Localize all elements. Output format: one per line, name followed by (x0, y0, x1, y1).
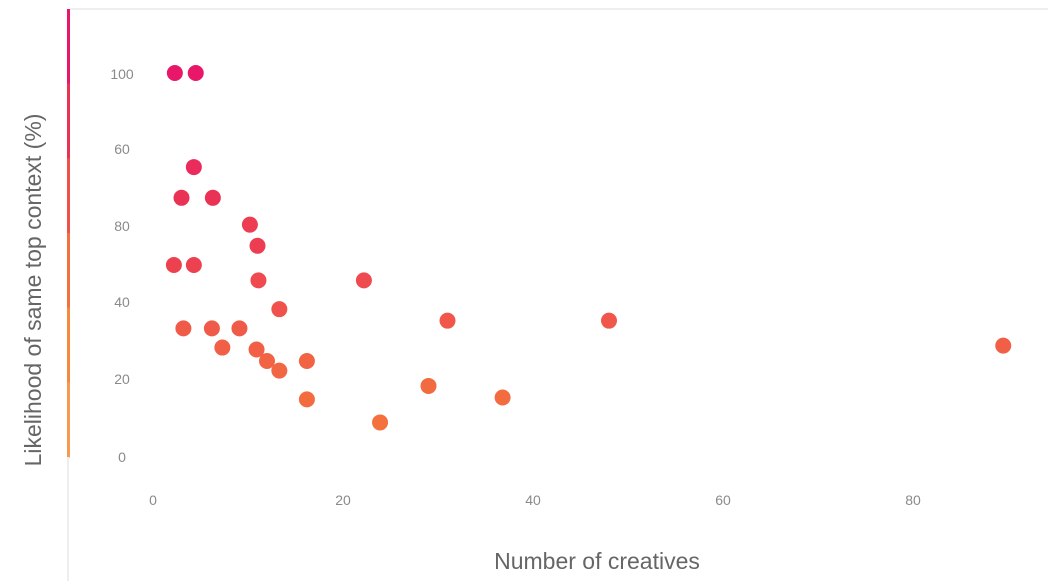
y-axis-title: Likelihood of same top context (%) (20, 114, 46, 467)
scatter-points (165, 65, 1012, 431)
y-tick-label: 40 (114, 294, 130, 310)
data-point (185, 257, 202, 273)
data-point (601, 312, 617, 329)
data-point (249, 237, 266, 254)
y-tick-label: 60 (114, 141, 130, 157)
left-bar-segment (67, 307, 70, 383)
data-point (494, 389, 511, 406)
x-tick-label: 20 (335, 492, 351, 508)
y-tick-label: 80 (114, 218, 130, 234)
data-point (231, 320, 248, 337)
x-tick-label: 60 (715, 492, 731, 508)
left-bar-segment (67, 382, 70, 458)
left-bar-segment (67, 158, 70, 234)
data-point (204, 189, 221, 206)
x-tick-label: 80 (905, 492, 921, 508)
left-color-bar (67, 9, 70, 458)
data-point (355, 272, 372, 289)
x-axis: 0 20 40 60 80 (149, 492, 921, 508)
data-point (271, 301, 288, 318)
data-point (439, 312, 456, 329)
y-tick-label: 100 (110, 66, 134, 82)
data-point (241, 216, 258, 233)
data-point (203, 320, 220, 337)
data-point (166, 65, 183, 81)
data-point (165, 257, 182, 273)
x-axis-title: Number of creatives (494, 548, 700, 574)
data-point (248, 341, 265, 358)
y-axis: 100 60 80 40 20 0 (110, 66, 134, 465)
data-point (175, 320, 192, 337)
data-point (259, 353, 275, 369)
data-point (372, 414, 389, 431)
y-tick-label: 20 (114, 371, 130, 387)
data-point (420, 377, 437, 394)
x-tick-label: 0 (149, 492, 157, 508)
data-point (271, 362, 288, 379)
data-point (173, 189, 190, 206)
data-point (185, 159, 202, 176)
data-point (214, 339, 231, 356)
left-bar-segment (67, 9, 70, 85)
data-point (995, 337, 1012, 354)
y-tick-label: 0 (118, 449, 126, 465)
data-point (298, 391, 315, 408)
data-point (187, 65, 204, 81)
data-point (298, 353, 315, 369)
x-tick-label: 40 (525, 492, 541, 508)
data-point (250, 272, 267, 289)
left-bar-segment (67, 233, 70, 309)
left-bar-segment (67, 83, 70, 159)
